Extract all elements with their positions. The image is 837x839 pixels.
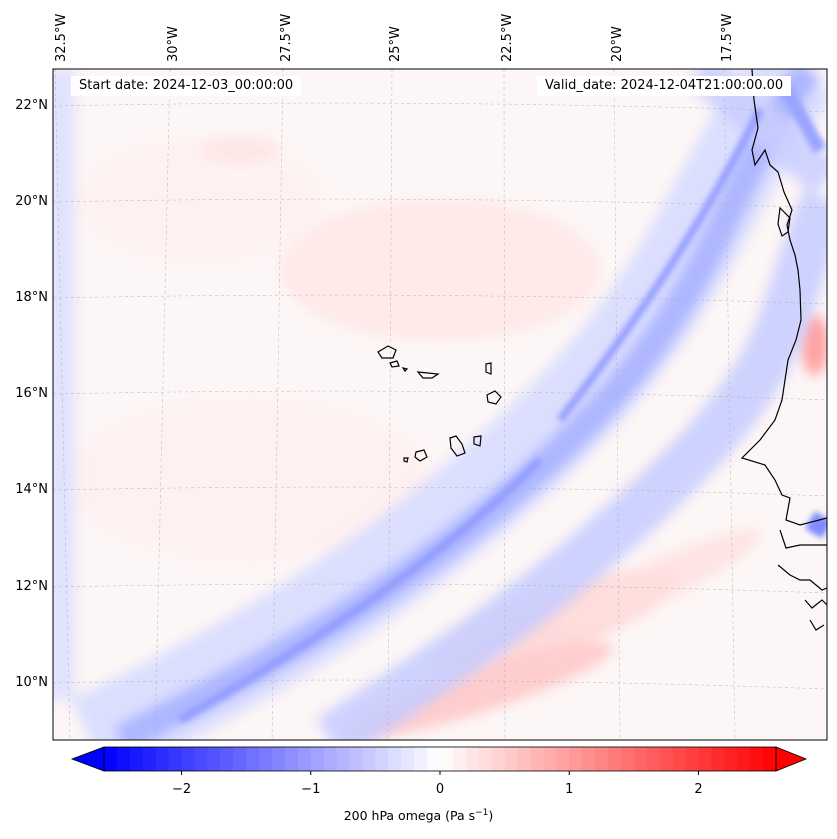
colorbar-bin (440, 747, 454, 771)
colorbar-tick-label: −1 (301, 782, 321, 797)
colorbar-bin (556, 747, 570, 771)
start-date-label: Start date: 2024-12-03_00:00:00 (71, 76, 302, 96)
colorbar-bin (698, 747, 712, 771)
island-santa-luzia (401, 367, 409, 372)
longitude-label: 22.5°W (500, 13, 515, 62)
colorbar-bin (750, 747, 764, 771)
colorbar-bin (284, 747, 299, 771)
graticule (53, 69, 827, 740)
colorbar-bin (259, 747, 273, 771)
latitude-label: 20°N (15, 194, 48, 209)
colorbar-bin (763, 747, 777, 771)
colorbar-bin (517, 747, 531, 771)
colorbar-bin (504, 747, 519, 771)
colorbar-tick-label: 2 (694, 782, 703, 797)
colorbar-bin (323, 747, 338, 771)
valid-date-label: Valid_date: 2024-12-04T21:00:00.00 (537, 76, 792, 96)
latitude-label: 22°N (15, 98, 48, 113)
colorbar-bin (478, 747, 493, 771)
colorbar-bin (401, 747, 415, 771)
island-sal (485, 362, 492, 375)
colorbar-bin (349, 747, 363, 771)
island-fogo (414, 449, 428, 462)
colorbar-bin (297, 747, 312, 771)
colorbar-bin (582, 747, 596, 771)
island-sao-nicolau (416, 371, 440, 379)
colorbar-bin (672, 747, 687, 771)
colorbar-bin (491, 747, 506, 771)
colorbar-bin (104, 747, 118, 771)
colorbar-bin (220, 747, 234, 771)
colorbar-bin (181, 747, 195, 771)
africa-coastline (740, 69, 827, 526)
colorbar-bin (194, 747, 208, 771)
island-santiago (449, 435, 466, 457)
colorbar-bin (129, 747, 144, 771)
latitude-label: 18°N (15, 290, 48, 305)
island-santo-antao (377, 345, 397, 359)
colorbar-bin (414, 747, 428, 771)
map-frame (52, 68, 828, 741)
latitude-label: 16°N (15, 386, 48, 401)
colorbar-bin (633, 747, 648, 771)
colorbar-label-exponent: −1 (475, 808, 489, 818)
colorbar-bin (375, 747, 389, 771)
colorbar-bin (711, 747, 725, 771)
colorbar-bin (116, 747, 131, 771)
colorbar-tick-label: −2 (171, 782, 192, 797)
colorbar-tick-label: 0 (435, 782, 445, 797)
omega-field (53, 69, 827, 740)
island-boa-vista (486, 390, 502, 405)
colorbar-tick-label: 1 (565, 782, 574, 797)
colorbar-bin (336, 747, 351, 771)
longitude-label: 30°W (166, 26, 181, 62)
island-maio (473, 435, 482, 447)
latitude-label: 14°N (15, 482, 48, 497)
longitude-label: 17.5°W (720, 13, 735, 62)
colorbar-bin (233, 747, 247, 771)
colorbar-bin (427, 747, 441, 771)
colorbar-label-text: 200 hPa omega (Pa s (343, 808, 476, 824)
latitude-label: 12°N (15, 579, 48, 594)
colorbar-bin (168, 747, 183, 771)
colorbar-min-extension (70, 746, 105, 772)
colorbar-bin (569, 747, 583, 771)
colorbar-bin (362, 747, 376, 771)
latitude-label: 10°N (15, 675, 48, 690)
colorbar-bin (685, 747, 699, 771)
colorbar-bin (310, 747, 325, 771)
colorbar-bin (388, 747, 402, 771)
colorbar-label-suffix: ) (488, 808, 494, 824)
longitude-label: 27.5°W (279, 13, 294, 62)
colorbar-bin (646, 747, 661, 771)
colorbar-bin (737, 747, 751, 771)
colorbar-bin (207, 747, 221, 771)
longitude-label: 25°W (388, 26, 403, 62)
colorbar-bin (452, 747, 467, 771)
longitude-label: 32.5°W (54, 13, 69, 62)
colorbar-bin (620, 747, 635, 771)
island-sao-vicente (389, 360, 400, 368)
coastlines (377, 69, 827, 631)
colorbar-bin (272, 747, 286, 771)
colorbar-bin (246, 747, 260, 771)
colorbar-bin (465, 747, 480, 771)
colorbar-bin (530, 747, 544, 771)
negative-omega-bands (53, 69, 827, 740)
colorbar-bin (659, 747, 674, 771)
colorbar-label: 200 hPa omega (Pa s−1) (0, 808, 837, 823)
colorbar (70, 746, 808, 775)
island-brava (403, 457, 409, 463)
colorbar-bin (595, 747, 609, 771)
colorbar-bin (155, 747, 170, 771)
colorbar-bin (724, 747, 738, 771)
colorbar-max-extension (775, 746, 808, 772)
colorbar-bin (142, 747, 157, 771)
colorbar-bin (608, 747, 622, 771)
colorbar-bin (543, 747, 557, 771)
longitude-label: 20°W (610, 26, 625, 62)
